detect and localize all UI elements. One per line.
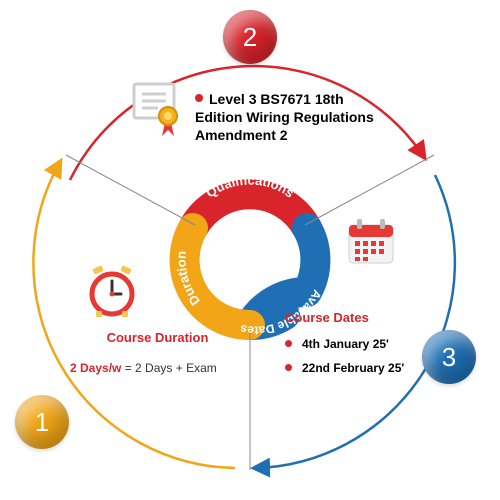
date-item-2: 22nd February 25'	[285, 361, 455, 375]
sphere-1-number: 1	[35, 407, 49, 438]
dates-block: Course Dates 4th January 25' 22nd Februa…	[285, 310, 455, 385]
sphere-2: 2	[223, 10, 277, 64]
bullet-icon	[285, 340, 292, 347]
bullet-icon	[285, 364, 292, 371]
dates-title: Course Dates	[285, 310, 455, 325]
qualifications-item: Level 3 BS7671 18th Edition Wiring Regul…	[195, 91, 374, 143]
certificate-icon	[130, 80, 186, 149]
sphere-2-number: 2	[243, 22, 257, 53]
duration-title: Course Duration	[70, 330, 245, 345]
divider-left	[66, 155, 195, 225]
sphere-1: 1	[15, 395, 69, 449]
cycle-svg: Qualifications Available Dates Duration	[0, 0, 500, 500]
duration-red: 2 Days/w	[70, 361, 121, 375]
date-item-1: 4th January 25'	[285, 337, 455, 351]
duration-rest: = 2 Days + Exam	[121, 361, 216, 375]
duration-line: 2 Days/w = 2 Days + Exam	[70, 361, 245, 375]
bullet-icon	[195, 94, 203, 102]
diagram-root: Qualifications Available Dates Duration …	[0, 0, 500, 500]
date-2-text: 22nd February 25'	[302, 361, 404, 375]
calendar-icon	[345, 215, 397, 272]
duration-block: Course Duration 2 Days/w = 2 Days + Exam	[70, 330, 245, 375]
clock-icon	[85, 265, 139, 324]
qualifications-text: Level 3 BS7671 18th Edition Wiring Regul…	[195, 90, 375, 145]
inner-ring	[185, 194, 316, 325]
date-1-text: 4th January 25'	[302, 337, 389, 351]
